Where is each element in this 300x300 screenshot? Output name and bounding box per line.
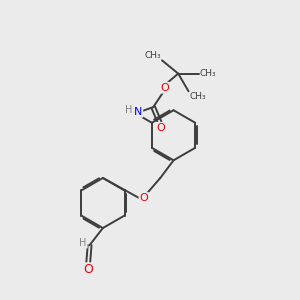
Text: CH₃: CH₃ [189,92,206,101]
Text: H: H [80,238,87,248]
Text: O: O [83,263,93,276]
Text: O: O [140,193,148,203]
Text: CH₃: CH₃ [200,69,216,78]
Text: O: O [160,83,169,93]
Text: N: N [134,107,142,117]
Text: CH₃: CH₃ [145,51,161,60]
Text: H: H [125,104,132,115]
Text: O: O [157,123,166,133]
